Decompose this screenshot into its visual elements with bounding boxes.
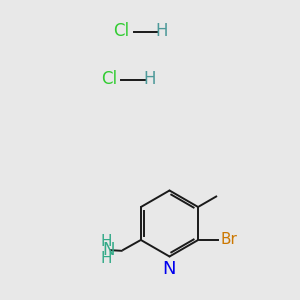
Text: H: H	[100, 251, 112, 266]
Text: Cl: Cl	[113, 22, 130, 40]
Text: N: N	[163, 260, 176, 278]
Text: H: H	[156, 22, 168, 40]
Text: N: N	[103, 241, 115, 259]
Text: H: H	[144, 70, 156, 88]
Text: Cl: Cl	[101, 70, 118, 88]
Text: H: H	[100, 234, 112, 249]
Text: Br: Br	[220, 232, 237, 247]
